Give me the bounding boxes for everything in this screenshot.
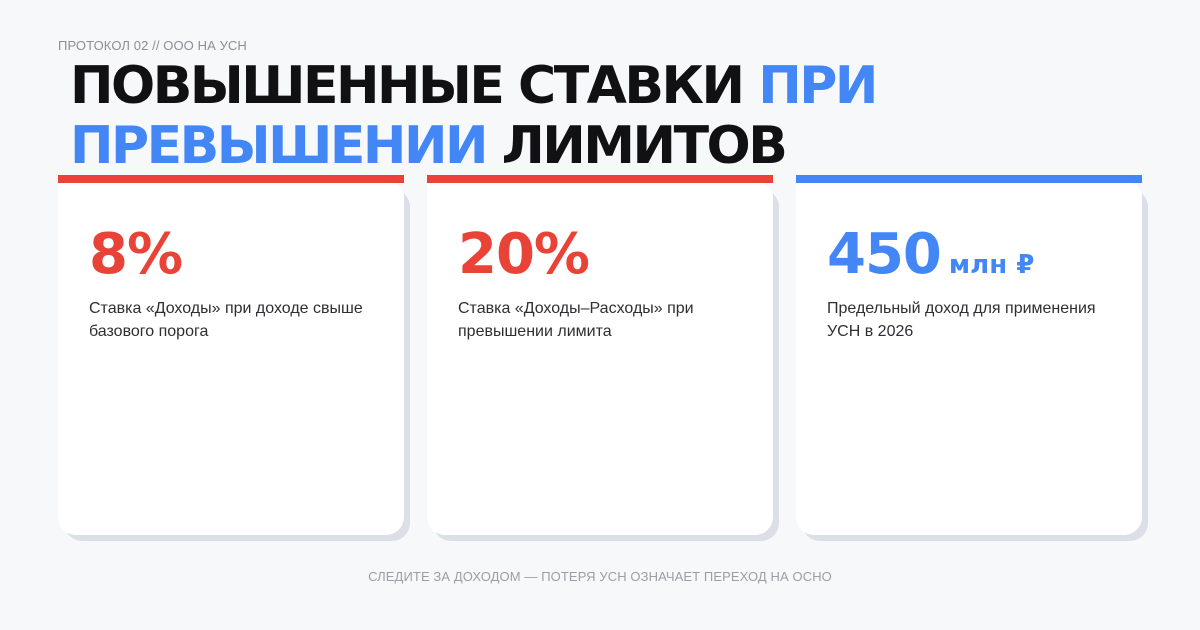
card-accent-bar <box>796 175 1142 183</box>
stat-card-income-rate: 8% Ставка «Доходы» при доходе свыше базо… <box>58 175 410 541</box>
card-accent-bar <box>58 175 404 183</box>
stat-value: 450 млн ₽ <box>827 222 1035 287</box>
stat-card-income-limit: 450 млн ₽ Предельный доход для применения… <box>796 175 1148 541</box>
card-body: 20% Ставка «Доходы–Расходы» при превышен… <box>427 183 773 535</box>
stat-unit: млн ₽ <box>948 250 1035 280</box>
card-body: 450 млн ₽ Предельный доход для применения… <box>796 183 1142 535</box>
title-line2-accent: ПРЕВЫШЕНИИ <box>70 116 488 176</box>
stat-card-income-expense-rate: 20% Ставка «Доходы–Расходы» при превышен… <box>427 175 779 541</box>
stat-value: 20% <box>458 222 590 287</box>
title-line2-dark: ЛИМИТОВ <box>485 116 788 176</box>
title-line1-dark: ПОВЫШЕННЫЕ СТАВКИ <box>70 56 759 116</box>
stat-value: 8% <box>89 222 183 287</box>
card-accent-bar <box>427 175 773 183</box>
stat-description: Ставка «Доходы–Расходы» при превышении л… <box>458 300 694 340</box>
stat-description: Предельный доход для применения УСН в 20… <box>827 300 1096 340</box>
footer-note: СЛЕДИТЕ ЗА ДОХОДОМ — ПОТЕРЯ УСН ОЗНАЧАЕТ… <box>368 569 832 584</box>
title-line1-accent: ПРИ <box>758 56 878 116</box>
stat-description: Ставка «Доходы» при доходе свыше базовог… <box>89 300 363 340</box>
page-title: ПОВЫШЕННЫЕ СТАВКИ ПРИ ПРЕВЫШЕНИИ ЛИМИТОВ <box>70 56 1170 176</box>
card-body: 8% Ставка «Доходы» при доходе свыше базо… <box>58 183 404 535</box>
kicker-label: ПРОТОКОЛ 02 // ООО НА УСН <box>58 38 247 53</box>
